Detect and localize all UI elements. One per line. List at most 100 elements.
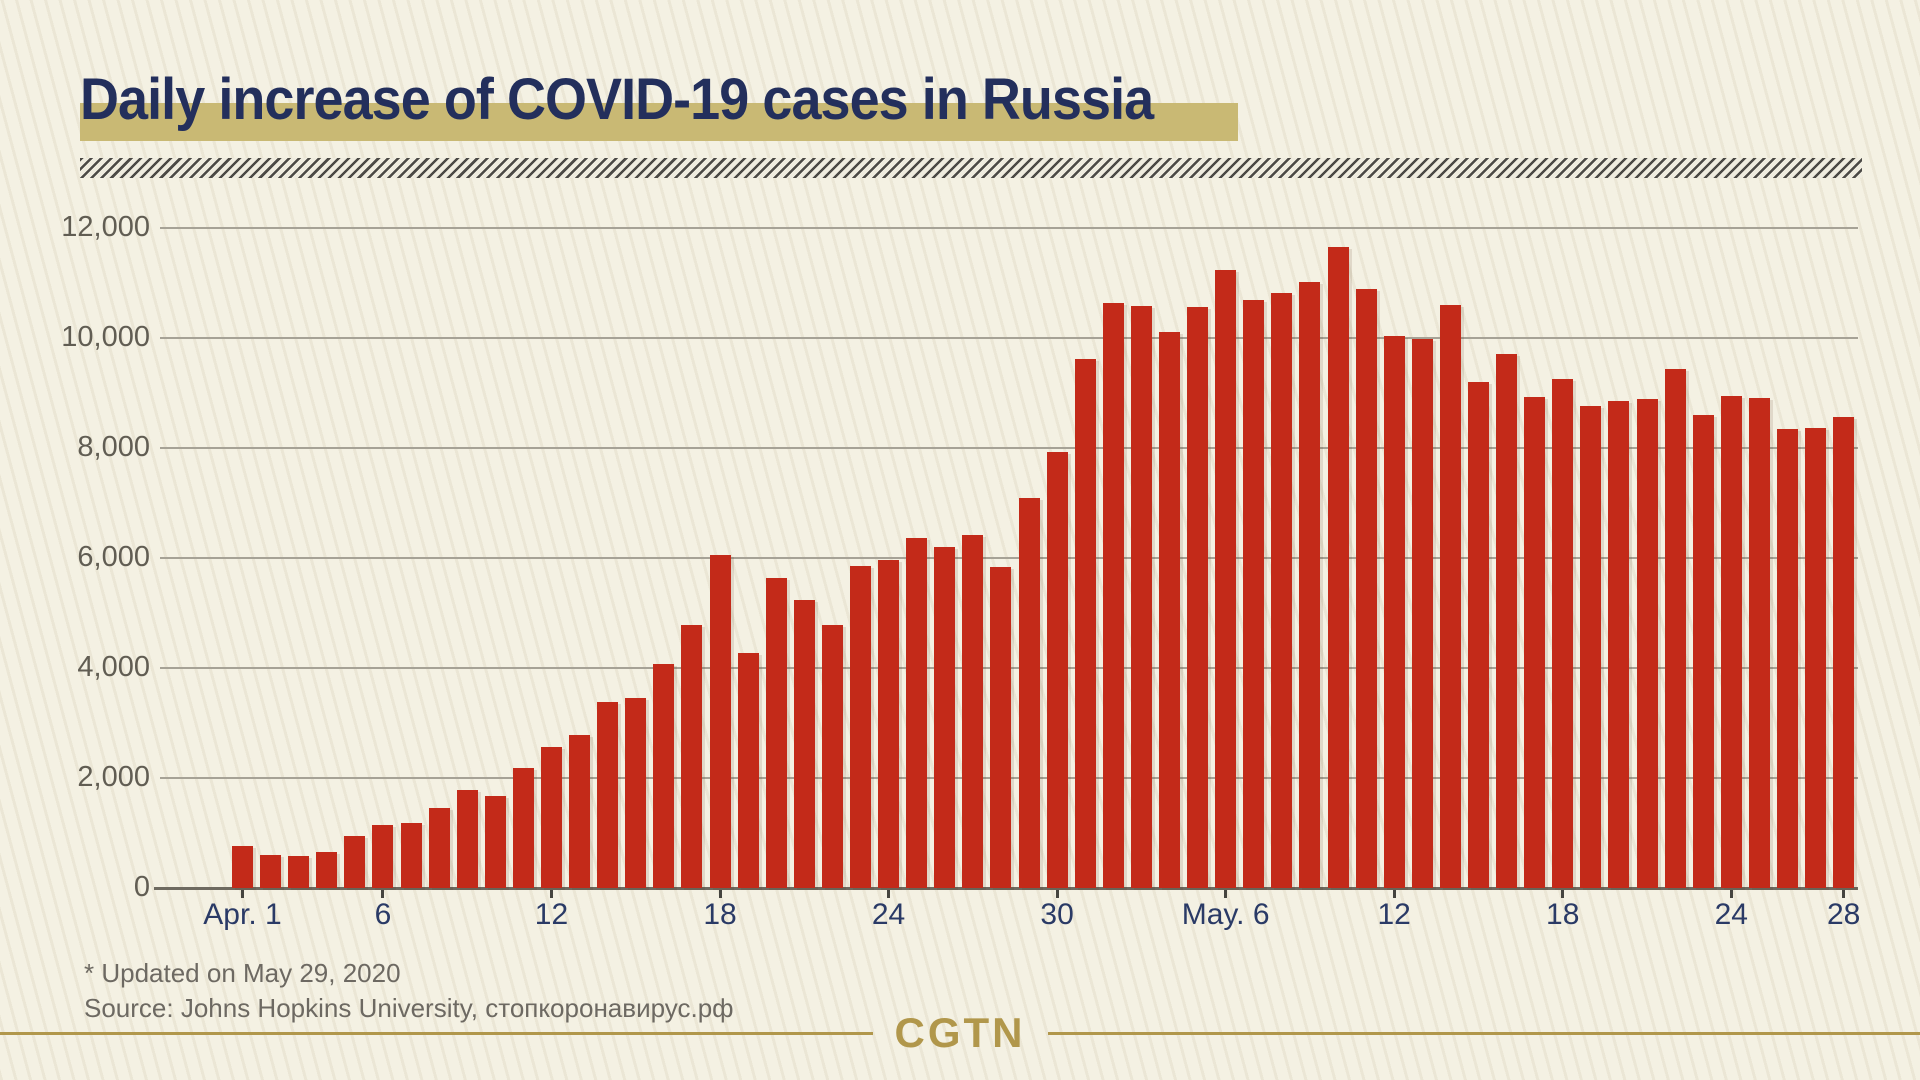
bar-apr-18 — [709, 554, 731, 888]
bar-may-6 — [1215, 270, 1237, 888]
x-axis-tick — [381, 890, 385, 898]
x-axis-tick — [1392, 890, 1396, 898]
bar-may-18 — [1552, 378, 1574, 888]
gridline-12000 — [160, 227, 1858, 229]
logo-row: CGTN — [0, 1010, 1920, 1056]
cgtn-logo: CGTN — [894, 1009, 1026, 1056]
x-axis-label: 24 — [1714, 898, 1748, 931]
hatch-divider — [80, 158, 1862, 178]
y-axis-label: 0 — [133, 871, 150, 903]
bar-apr-15 — [625, 698, 647, 888]
x-axis-tick — [1224, 890, 1228, 898]
x-axis-line — [154, 887, 1858, 890]
bar-apr-29 — [1018, 497, 1040, 888]
bar-may-23 — [1692, 415, 1714, 888]
bar-may-25 — [1748, 397, 1770, 888]
bar-apr-10 — [484, 796, 506, 888]
bar-apr-17 — [681, 624, 703, 888]
x-axis-label: 12 — [1377, 898, 1411, 931]
bar-may-3 — [1130, 306, 1152, 888]
x-axis-label: 12 — [534, 898, 569, 931]
x-axis-label: 18 — [1546, 898, 1580, 931]
bar-apr-11 — [512, 767, 534, 888]
x-axis-label: 18 — [703, 898, 737, 931]
bar-may-26 — [1776, 429, 1798, 888]
x-axis-tick — [549, 890, 553, 898]
x-axis-tick — [1729, 890, 1733, 898]
bar-apr-27 — [962, 535, 984, 888]
bar-apr-3 — [288, 855, 310, 888]
bar-may-22 — [1664, 369, 1686, 888]
x-axis-label: 24 — [871, 898, 906, 931]
bar-apr-26 — [934, 547, 956, 888]
bar-apr-16 — [653, 664, 675, 888]
x-axis-label: May. 6 — [1181, 898, 1270, 931]
bar-apr-23 — [849, 566, 871, 888]
bar-may-5 — [1187, 307, 1209, 888]
bar-may-9 — [1299, 282, 1321, 888]
x-axis-tick — [1055, 890, 1059, 898]
updated-note: * Updated on May 29, 2020 — [84, 958, 401, 988]
x-axis-tick — [1561, 890, 1565, 898]
gridline-8000 — [160, 447, 1858, 449]
x-axis-label: 30 — [1040, 898, 1074, 931]
bar-apr-30 — [1046, 451, 1068, 888]
bar-may-15 — [1467, 382, 1489, 888]
logo-left-line — [0, 1031, 873, 1035]
bar-apr-21 — [793, 600, 815, 888]
bar-may-17 — [1524, 397, 1546, 888]
bar-apr-8 — [428, 807, 450, 888]
bar-apr-9 — [456, 789, 478, 888]
x-axis-label: 6 — [374, 898, 392, 931]
bar-may-21 — [1636, 398, 1658, 888]
x-axis-tick — [1842, 890, 1846, 898]
bar-may-2 — [1102, 303, 1124, 888]
x-axis-tick — [241, 890, 244, 898]
bar-may-27 — [1805, 427, 1827, 888]
y-axis-label: 6,000 — [77, 541, 150, 573]
x-axis-tick — [887, 890, 891, 898]
bar-may-7 — [1243, 299, 1265, 888]
bar-may-13 — [1411, 339, 1433, 888]
bar-apr-7 — [400, 823, 422, 888]
bar-may-11 — [1355, 288, 1377, 888]
bar-apr-12 — [540, 747, 562, 888]
y-axis-label: 12,000 — [61, 211, 150, 243]
bar-may-12 — [1383, 336, 1405, 888]
bar-may-4 — [1158, 332, 1180, 888]
y-axis-label: 2,000 — [77, 761, 150, 793]
x-axis-label: 28 — [1826, 898, 1861, 931]
bar-may-14 — [1439, 305, 1461, 888]
source-note: Source: Johns Hopkins University, стопко… — [84, 993, 734, 1023]
bar-apr-24 — [878, 559, 900, 888]
x-axis-label: Apr. 1 — [203, 898, 282, 931]
page-title: Daily increase of COVID-19 cases in Russ… — [80, 67, 1154, 132]
bar-apr-19 — [737, 653, 759, 888]
bar-may-1 — [1074, 358, 1096, 888]
bar-apr-4 — [316, 851, 338, 888]
bar-apr-13 — [569, 735, 591, 888]
bar-may-28 — [1833, 416, 1855, 888]
bar-may-19 — [1580, 405, 1602, 888]
gridline-10000 — [160, 337, 1858, 339]
bar-apr-1 — [232, 845, 253, 888]
logo-right-line — [1047, 1031, 1920, 1035]
y-axis-label: 10,000 — [61, 321, 150, 353]
bar-may-10 — [1327, 246, 1349, 888]
bar-apr-28 — [990, 566, 1012, 888]
bar-may-8 — [1271, 293, 1293, 888]
bar-apr-25 — [906, 538, 928, 888]
gridline-6000 — [160, 557, 1858, 559]
y-axis-label: 8,000 — [77, 431, 150, 463]
bar-apr-2 — [260, 854, 282, 888]
bar-apr-5 — [344, 835, 366, 888]
bar-apr-22 — [821, 625, 843, 888]
bar-apr-6 — [372, 824, 394, 888]
bar-may-16 — [1496, 354, 1518, 888]
title-highlight-band — [80, 103, 1238, 141]
x-axis-tick — [718, 890, 722, 898]
bar-may-24 — [1720, 395, 1742, 888]
bar-may-20 — [1608, 401, 1630, 888]
